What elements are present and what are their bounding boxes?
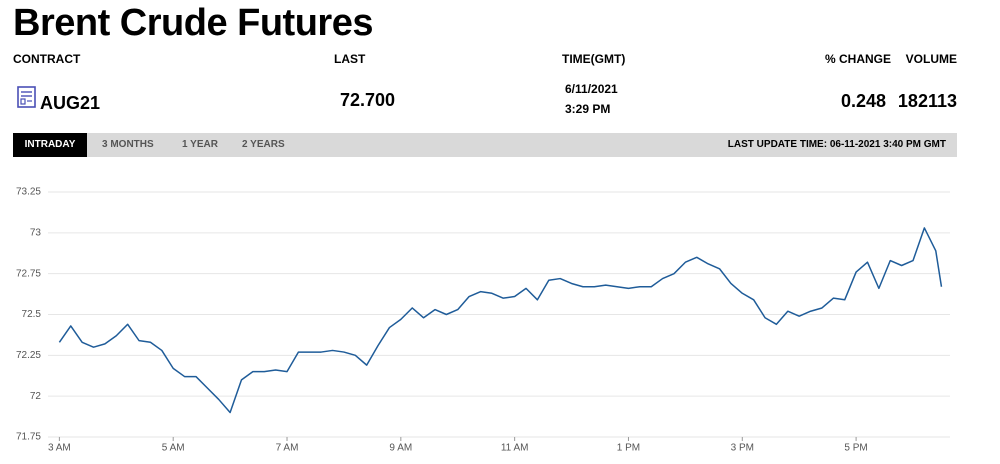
column-header: CONTRACT	[13, 52, 81, 66]
y-tick-label: 72.5	[22, 309, 42, 320]
x-tick-label: 3 PM	[731, 443, 754, 454]
y-tick-label: 72.75	[16, 268, 41, 279]
column-header: VOLUME	[905, 52, 957, 66]
price-line	[58, 227, 943, 414]
column-header: % CHANGE	[824, 52, 891, 66]
y-tick-label: 71.75	[16, 432, 41, 443]
x-tick-label: 11 AM	[501, 443, 529, 454]
volume: 182113	[897, 91, 957, 111]
chart: 71.75 72 72.25 72.5 72.75 73 73.25 3 AM 5 AM 7 AM…	[16, 187, 950, 454]
y-tick-label: 73.25	[16, 187, 41, 198]
x-tick-label: 5 AM	[162, 443, 185, 454]
tab[interactable]: 3 MONTHS	[102, 139, 154, 150]
x-tick-label: 9 AM	[389, 443, 412, 454]
percent-change: 0.248	[840, 91, 886, 111]
y-tick-label: 72	[30, 391, 42, 402]
tab[interactable]: 2 YEARS	[242, 139, 285, 150]
tab[interactable]: 1 YEAR	[182, 139, 218, 150]
x-tick-label: 7 AM	[276, 443, 299, 454]
x-tick-label: 1 PM	[617, 443, 640, 454]
contract-icon	[17, 86, 36, 108]
tab-bar: INTRADAY 3 MONTHS 1 YEAR 2 YEARS LAST UP…	[13, 133, 957, 157]
y-tick-label: 72.25	[16, 350, 41, 361]
last-update: LAST UPDATE TIME: 06-11-2021 3:40 PM GMT	[727, 139, 946, 150]
x-tick-label: 3 AM	[48, 443, 71, 454]
last-price: 72.700	[340, 90, 396, 110]
x-tick-label: 5 PM	[844, 443, 867, 454]
column-header: TIME(GMT)	[562, 52, 626, 66]
contract: AUG21	[40, 93, 101, 113]
tab[interactable]: INTRADAY	[13, 133, 87, 157]
trade-time: 3:29 PM	[565, 102, 611, 116]
y-tick-label: 73	[30, 227, 42, 238]
page-title: Brent Crude Futures	[13, 2, 373, 44]
column-header: LAST	[334, 52, 366, 66]
trade-date: 6/11/2021	[565, 82, 618, 96]
